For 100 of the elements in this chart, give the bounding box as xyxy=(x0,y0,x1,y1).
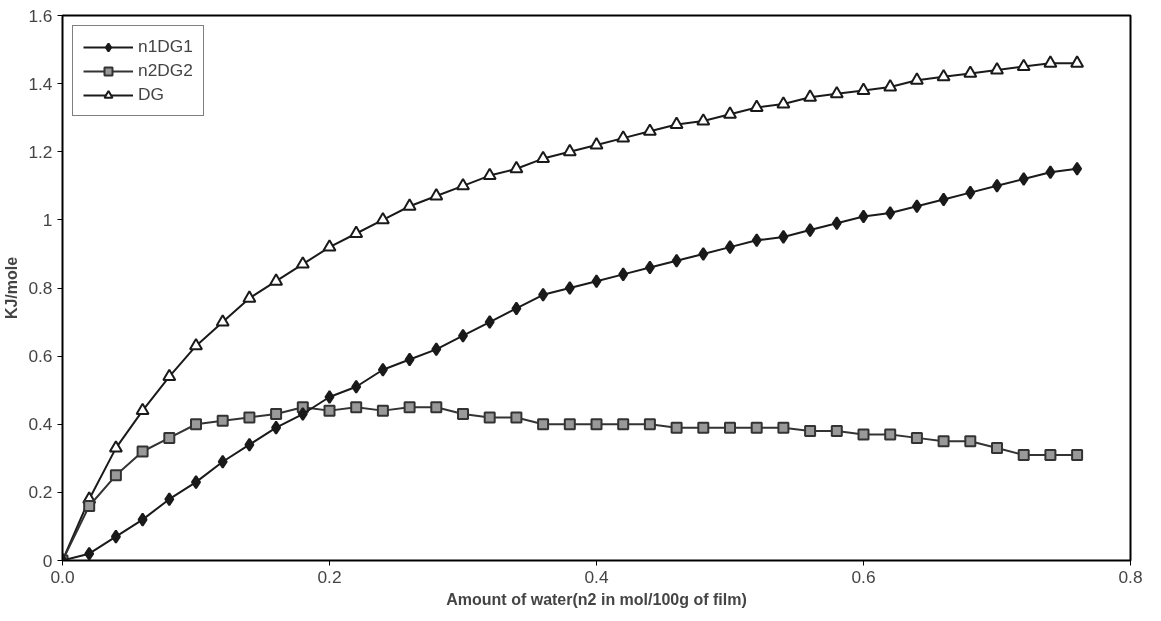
point xyxy=(777,421,790,434)
y-tick-label: 1.4 xyxy=(28,73,53,94)
point xyxy=(804,425,817,438)
point xyxy=(295,256,310,269)
point xyxy=(323,404,336,417)
point xyxy=(483,411,496,424)
point xyxy=(244,437,255,452)
point xyxy=(644,260,655,275)
x-tick-label: 0.0 xyxy=(50,566,75,587)
point xyxy=(884,428,897,441)
point xyxy=(589,137,604,150)
point xyxy=(805,223,816,238)
point xyxy=(108,440,123,453)
point xyxy=(376,404,389,417)
point xyxy=(215,314,230,327)
point xyxy=(510,411,523,424)
point xyxy=(964,435,977,448)
point xyxy=(671,253,682,268)
y-tick-label: 0.6 xyxy=(28,346,53,367)
point xyxy=(297,407,308,422)
point xyxy=(1016,58,1031,72)
point xyxy=(698,246,709,261)
point xyxy=(831,216,842,231)
point xyxy=(324,390,335,404)
point xyxy=(829,85,844,99)
point xyxy=(538,287,549,302)
y-tick-label: 1.2 xyxy=(28,141,53,162)
y-axis-title: KJ/mole xyxy=(3,256,21,320)
point xyxy=(1070,55,1085,68)
y-tick-label: 0.2 xyxy=(28,482,53,503)
x-tick-label: 0.2 xyxy=(317,566,342,587)
point xyxy=(883,79,898,92)
point xyxy=(482,167,497,181)
point xyxy=(403,401,416,414)
point xyxy=(963,65,978,78)
point xyxy=(697,421,710,434)
point xyxy=(216,414,229,427)
point xyxy=(137,512,148,527)
point xyxy=(910,431,923,444)
point xyxy=(965,185,976,200)
point xyxy=(591,274,602,289)
point xyxy=(1043,55,1058,68)
point xyxy=(402,198,417,211)
point xyxy=(670,421,683,434)
point xyxy=(564,281,575,295)
x-tick-label: 0.8 xyxy=(1118,566,1143,587)
y-tick-label: 1.6 xyxy=(28,5,53,26)
point xyxy=(217,454,228,469)
point xyxy=(83,500,96,512)
y-tick-label: 0.8 xyxy=(28,278,53,298)
y-tick-label: 0 xyxy=(42,550,53,571)
point xyxy=(724,421,736,434)
point xyxy=(429,188,444,201)
point xyxy=(84,546,95,561)
point xyxy=(456,177,470,191)
point xyxy=(723,106,737,119)
point xyxy=(858,209,869,224)
point xyxy=(509,160,524,174)
point xyxy=(110,529,121,544)
point xyxy=(1018,172,1029,186)
point xyxy=(617,418,630,431)
legend-label: DG xyxy=(138,84,164,105)
point xyxy=(431,342,442,357)
point xyxy=(909,72,924,85)
point xyxy=(322,239,337,252)
point xyxy=(803,89,818,102)
point xyxy=(696,113,711,126)
point xyxy=(856,82,871,95)
point xyxy=(749,99,764,112)
point xyxy=(537,418,550,431)
point xyxy=(164,492,175,507)
point xyxy=(375,211,390,225)
point xyxy=(750,421,763,434)
point xyxy=(618,267,629,282)
point xyxy=(404,352,415,367)
point xyxy=(642,123,657,136)
point xyxy=(776,96,791,109)
point xyxy=(136,445,149,458)
point xyxy=(937,435,950,448)
point xyxy=(190,418,202,431)
point xyxy=(484,315,495,330)
legend-label: n1DG1 xyxy=(138,36,193,57)
point xyxy=(936,68,951,82)
point xyxy=(242,290,257,303)
point xyxy=(857,428,870,441)
point xyxy=(669,116,684,129)
point xyxy=(457,408,469,421)
point xyxy=(351,379,362,394)
point xyxy=(938,192,949,207)
point xyxy=(269,273,284,286)
point xyxy=(1072,161,1083,176)
point xyxy=(990,62,1004,75)
x-tick-label: 0.4 xyxy=(584,566,609,587)
point xyxy=(135,402,150,416)
point xyxy=(243,411,256,424)
point xyxy=(1071,448,1084,461)
point xyxy=(511,301,522,316)
point xyxy=(830,425,843,438)
point xyxy=(1017,448,1030,461)
point xyxy=(751,233,762,248)
